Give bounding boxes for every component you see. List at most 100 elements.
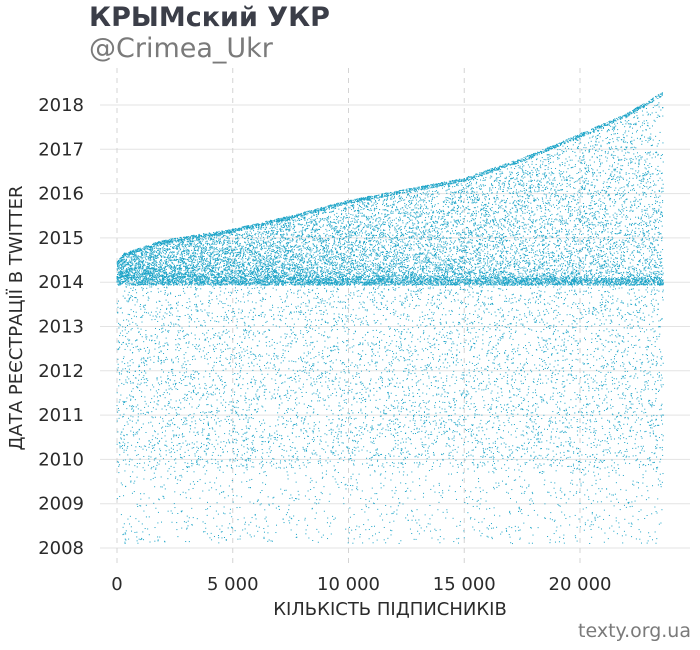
data-point: [229, 243, 230, 244]
data-point: [213, 252, 214, 253]
data-point: [192, 272, 193, 273]
data-point: [136, 532, 137, 533]
data-point: [137, 387, 138, 388]
data-point: [186, 395, 187, 396]
data-point: [129, 260, 130, 261]
data-point: [153, 263, 154, 264]
data-point: [139, 366, 140, 367]
data-point: [188, 376, 189, 377]
data-point: [182, 261, 183, 262]
data-point: [135, 446, 136, 447]
data-point: [119, 446, 120, 447]
data-point: [156, 409, 157, 410]
data-point: [208, 250, 209, 251]
data-point: [212, 299, 213, 300]
data-point: [142, 275, 143, 276]
data-point: [180, 480, 181, 481]
data-point: [152, 279, 153, 280]
data-point: [206, 261, 207, 262]
data-point: [221, 316, 222, 317]
data-point: [181, 237, 182, 238]
data-point: [196, 267, 197, 268]
data-point: [211, 293, 212, 294]
data-point: [175, 463, 176, 464]
data-point: [187, 259, 188, 260]
data-point: [175, 384, 176, 385]
data-point: [130, 399, 131, 400]
data-point: [209, 266, 210, 267]
data-point: [230, 259, 231, 260]
data-point: [185, 238, 186, 239]
data-point: [197, 265, 198, 266]
data-point: [177, 246, 178, 247]
data-point: [203, 394, 204, 395]
data-point: [228, 331, 229, 332]
data-point: [161, 369, 162, 370]
data-point: [192, 525, 193, 526]
data-point: [179, 475, 180, 476]
data-point: [199, 237, 200, 238]
data-point: [124, 277, 125, 278]
data-point: [176, 274, 177, 275]
data-point: [198, 248, 199, 249]
data-point: [151, 468, 152, 469]
data-point: [211, 417, 212, 418]
data-point: [195, 287, 196, 288]
data-point: [139, 256, 140, 257]
data-point: [200, 274, 201, 275]
data-point: [118, 285, 119, 286]
data-point: [122, 269, 123, 270]
data-point: [158, 272, 159, 273]
data-point: [169, 283, 170, 284]
data-point: [132, 459, 133, 460]
data-point: [224, 243, 225, 244]
data-point: [187, 347, 188, 348]
data-point: [152, 248, 153, 249]
data-point: [154, 445, 155, 446]
data-point: [169, 385, 170, 386]
data-point: [154, 356, 155, 357]
data-point: [201, 271, 202, 272]
data-point: [140, 499, 141, 500]
data-point: [176, 281, 177, 282]
data-point: [183, 241, 184, 242]
data-point: [218, 514, 219, 515]
data-point: [120, 333, 121, 334]
data-point: [156, 403, 157, 404]
data-point: [143, 295, 144, 296]
data-point: [170, 246, 171, 247]
data-point: [215, 267, 216, 268]
data-point: [222, 405, 223, 406]
data-point: [178, 253, 179, 254]
data-point: [196, 408, 197, 409]
data-point: [189, 431, 190, 432]
data-point: [161, 522, 162, 523]
data-point: [218, 542, 219, 543]
data-point: [210, 262, 211, 263]
data-point: [168, 305, 169, 306]
data-point: [226, 240, 227, 241]
data-point: [216, 258, 217, 259]
data-point: [229, 233, 230, 234]
data-point: [141, 249, 142, 250]
data-point: [122, 283, 123, 284]
data-point: [212, 328, 213, 329]
data-point: [136, 297, 137, 298]
data-point: [213, 334, 214, 335]
data-point: [176, 529, 177, 530]
data-point: [208, 283, 209, 284]
data-point: [175, 478, 176, 479]
data-point: [210, 256, 211, 257]
data-point: [125, 262, 126, 263]
data-point: [231, 354, 232, 355]
data-point: [184, 417, 185, 418]
data-point: [146, 312, 147, 313]
data-point: [231, 252, 232, 253]
data-point: [154, 444, 155, 445]
data-point: [200, 238, 201, 239]
data-point: [130, 365, 131, 366]
data-point: [158, 512, 159, 513]
data-point: [121, 277, 122, 278]
data-point: [211, 533, 212, 534]
data-point: [178, 283, 179, 284]
